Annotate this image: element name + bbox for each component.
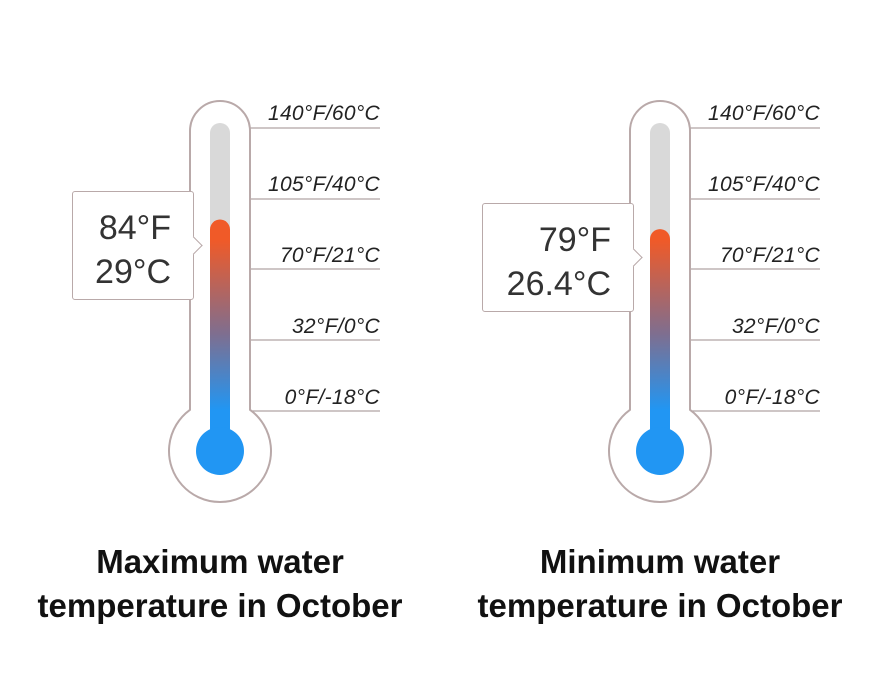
- scale-label-0f: 0°F/-18°C: [724, 386, 820, 409]
- thermometer-panel-max: 140°F/60°C 105°F/40°C 70°F/21°C 32°F/0°C…: [0, 100, 440, 628]
- reading-callout: 84°F 29°C: [72, 191, 194, 300]
- caption-line-2: temperature in October: [37, 587, 403, 624]
- scale-label-0f: 0°F/-18°C: [284, 386, 380, 409]
- reading-fahrenheit: 84°F: [98, 209, 171, 247]
- scale-label-105f: 105°F/40°C: [707, 173, 820, 196]
- caption-line-1: Minimum water: [539, 543, 781, 580]
- scale-label-70f: 70°F/21°C: [279, 244, 380, 267]
- reading-fahrenheit: 79°F: [538, 221, 611, 259]
- thermometer-fill: [650, 229, 670, 451]
- thermometer-bulb: [196, 427, 244, 475]
- thermometer-graphic: [608, 100, 820, 503]
- reading-callout: 79°F 26.4°C: [482, 203, 634, 312]
- thermometer-caption: Maximum water temperature in October: [0, 540, 440, 628]
- scale-label-105f: 105°F/40°C: [267, 173, 380, 196]
- thermometer-panel-min: 140°F/60°C 105°F/40°C 70°F/21°C 32°F/0°C…: [440, 0, 880, 680]
- scale-label-140f: 140°F/60°C: [707, 102, 820, 125]
- thermometer-fill: [210, 219, 230, 451]
- scale-label-32f: 32°F/0°C: [291, 315, 380, 338]
- reading-celsius: 29°C: [95, 253, 171, 291]
- thermometer-caption: Minimum water temperature in October: [440, 540, 880, 628]
- reading-celsius: 26.4°C: [506, 265, 611, 303]
- scale-label-32f: 32°F/0°C: [731, 315, 820, 338]
- thermometer-bulb: [636, 427, 684, 475]
- scale-label-70f: 70°F/21°C: [719, 244, 820, 267]
- caption-line-1: Maximum water: [96, 543, 344, 580]
- thermometer-graphic: [168, 100, 380, 503]
- scale-label-140f: 140°F/60°C: [267, 102, 380, 125]
- caption-line-2: temperature in October: [477, 587, 843, 624]
